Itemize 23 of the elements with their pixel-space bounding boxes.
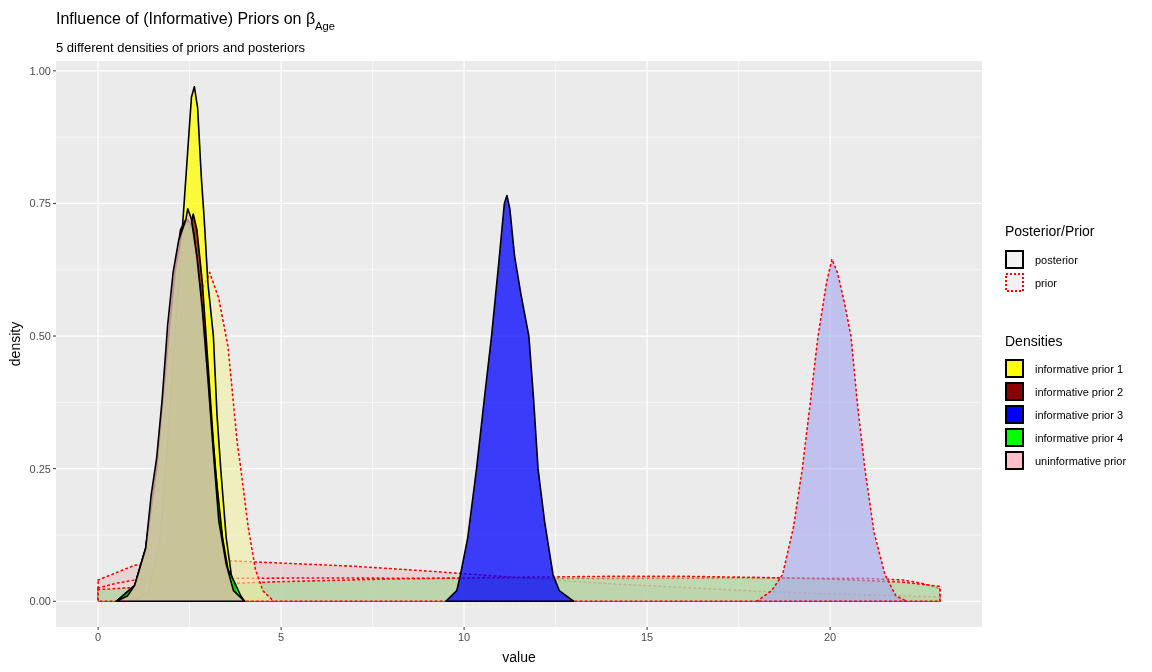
y-axis-title: density <box>7 321 23 367</box>
text: Densities <box>1005 333 1063 349</box>
x-axis-title: value <box>502 649 536 665</box>
text: prior <box>1035 277 1058 289</box>
legend-label: uninformative prior <box>1035 455 1127 467</box>
text: Posterior/Prior <box>1005 223 1095 239</box>
x-tick-label: 5 <box>278 631 285 643</box>
y-tick-label: 0.50 <box>29 330 51 343</box>
x-tick-label: 0 <box>95 631 102 643</box>
legend-label: informative prior 3 <box>1035 409 1124 421</box>
legend-label: informative prior 4 <box>1035 432 1124 444</box>
legend-label: informative prior 2 <box>1035 386 1124 398</box>
chart-title: Influence of (Informative) Priors on β$_{Age}$ <box>56 10 335 32</box>
chart-subtitle: 5 different densities of priors and posteriors <box>56 40 306 55</box>
legend-label: informative prior 1 <box>1035 363 1124 375</box>
x-tick-label: 10 <box>457 631 471 643</box>
y-tick-label: 1.00 <box>29 64 51 77</box>
x-tick-label: 20 <box>823 631 837 643</box>
x-tick-label: 15 <box>640 631 654 643</box>
text: posterior <box>1035 254 1079 266</box>
y-tick-label: 0.00 <box>29 595 51 608</box>
y-tick-label: 0.75 <box>29 197 51 210</box>
y-tick-label: 0.25 <box>29 462 51 475</box>
